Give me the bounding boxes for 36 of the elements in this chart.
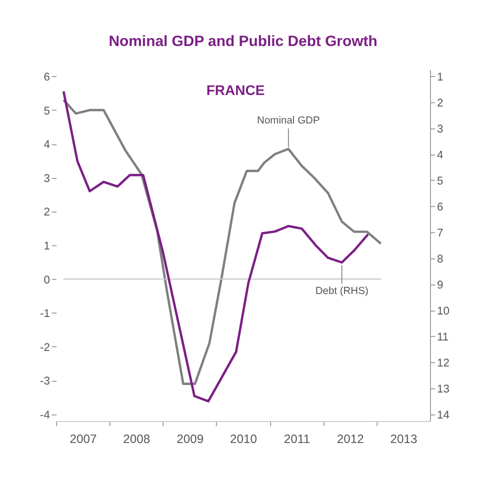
- y-tick-label: 3: [44, 172, 50, 185]
- y2-tick-label: 8: [436, 253, 444, 266]
- y-tick-label: -1: [40, 308, 50, 320]
- y-tick-label: 4: [44, 139, 50, 152]
- x-tick-label: 2008: [123, 432, 150, 446]
- y-tick-label: 0: [44, 274, 50, 286]
- y-tick-label: -2: [40, 342, 50, 354]
- y2-tick-label: 11: [436, 331, 449, 344]
- x-tick-label: 2011: [284, 432, 310, 446]
- chart-title: Nominal GDP and Public Debt Growth: [108, 33, 378, 50]
- y2-tick-label: 4: [436, 150, 444, 162]
- y2-tick-label: 9: [436, 279, 444, 292]
- y2-tick-label: 13: [436, 383, 450, 396]
- y2-tick-label: 5: [436, 176, 444, 188]
- x-tick-label: 2013: [390, 432, 418, 446]
- annotation: Nominal GDP: [257, 116, 320, 127]
- y2-tick-label: 6: [436, 201, 444, 214]
- y-tick-label: 2: [44, 206, 50, 219]
- x-tick-label: 2007: [70, 432, 98, 446]
- y2-tick-label: 10: [436, 305, 450, 318]
- y2-tick-label: 7: [436, 227, 444, 240]
- y-tick-label: 5: [44, 105, 50, 118]
- annotation: Debt (RHS): [315, 286, 368, 298]
- y-tick-label: -3: [40, 376, 50, 388]
- x-tick-label: 2012: [336, 432, 364, 446]
- y-tick-label: 6: [44, 72, 50, 84]
- y2-tick-label: 12: [436, 357, 450, 370]
- y2-tick-label: 14: [436, 409, 450, 422]
- y-tick-label: 1: [44, 240, 50, 252]
- x-tick-label: 2009: [176, 432, 204, 446]
- y2-tick-label: 1: [436, 72, 444, 84]
- y2-tick-label: 2: [436, 98, 444, 110]
- y2-tick-label: 3: [436, 124, 444, 136]
- x-tick-label: 2010: [230, 432, 258, 446]
- y-tick-label: -4: [40, 409, 50, 422]
- text: FRANCE: [206, 82, 265, 98]
